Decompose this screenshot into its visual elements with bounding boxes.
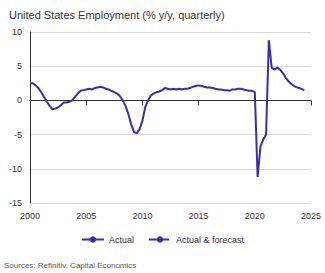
svg-text:Sources: Refinitiv, Capital Ec: Sources: Refinitiv, Capital Economics [4, 261, 136, 270]
svg-text:2015: 2015 [189, 211, 209, 221]
svg-text:5: 5 [17, 61, 22, 71]
svg-text:10: 10 [12, 27, 22, 37]
svg-text:Actual & forecast: Actual & forecast [176, 235, 245, 245]
svg-text:2025: 2025 [301, 211, 321, 221]
svg-text:2010: 2010 [132, 211, 152, 221]
svg-text:2020: 2020 [245, 211, 265, 221]
svg-text:-10: -10 [9, 164, 22, 174]
svg-text:Actual: Actual [109, 235, 134, 245]
svg-text:-5: -5 [14, 130, 22, 140]
svg-text:-15: -15 [9, 198, 22, 208]
svg-text:2005: 2005 [76, 211, 96, 221]
svg-text:2000: 2000 [20, 211, 40, 221]
svg-text:United States Employment (% y/: United States Employment (% y/y, quarter… [9, 9, 225, 21]
svg-text:0: 0 [17, 95, 22, 105]
